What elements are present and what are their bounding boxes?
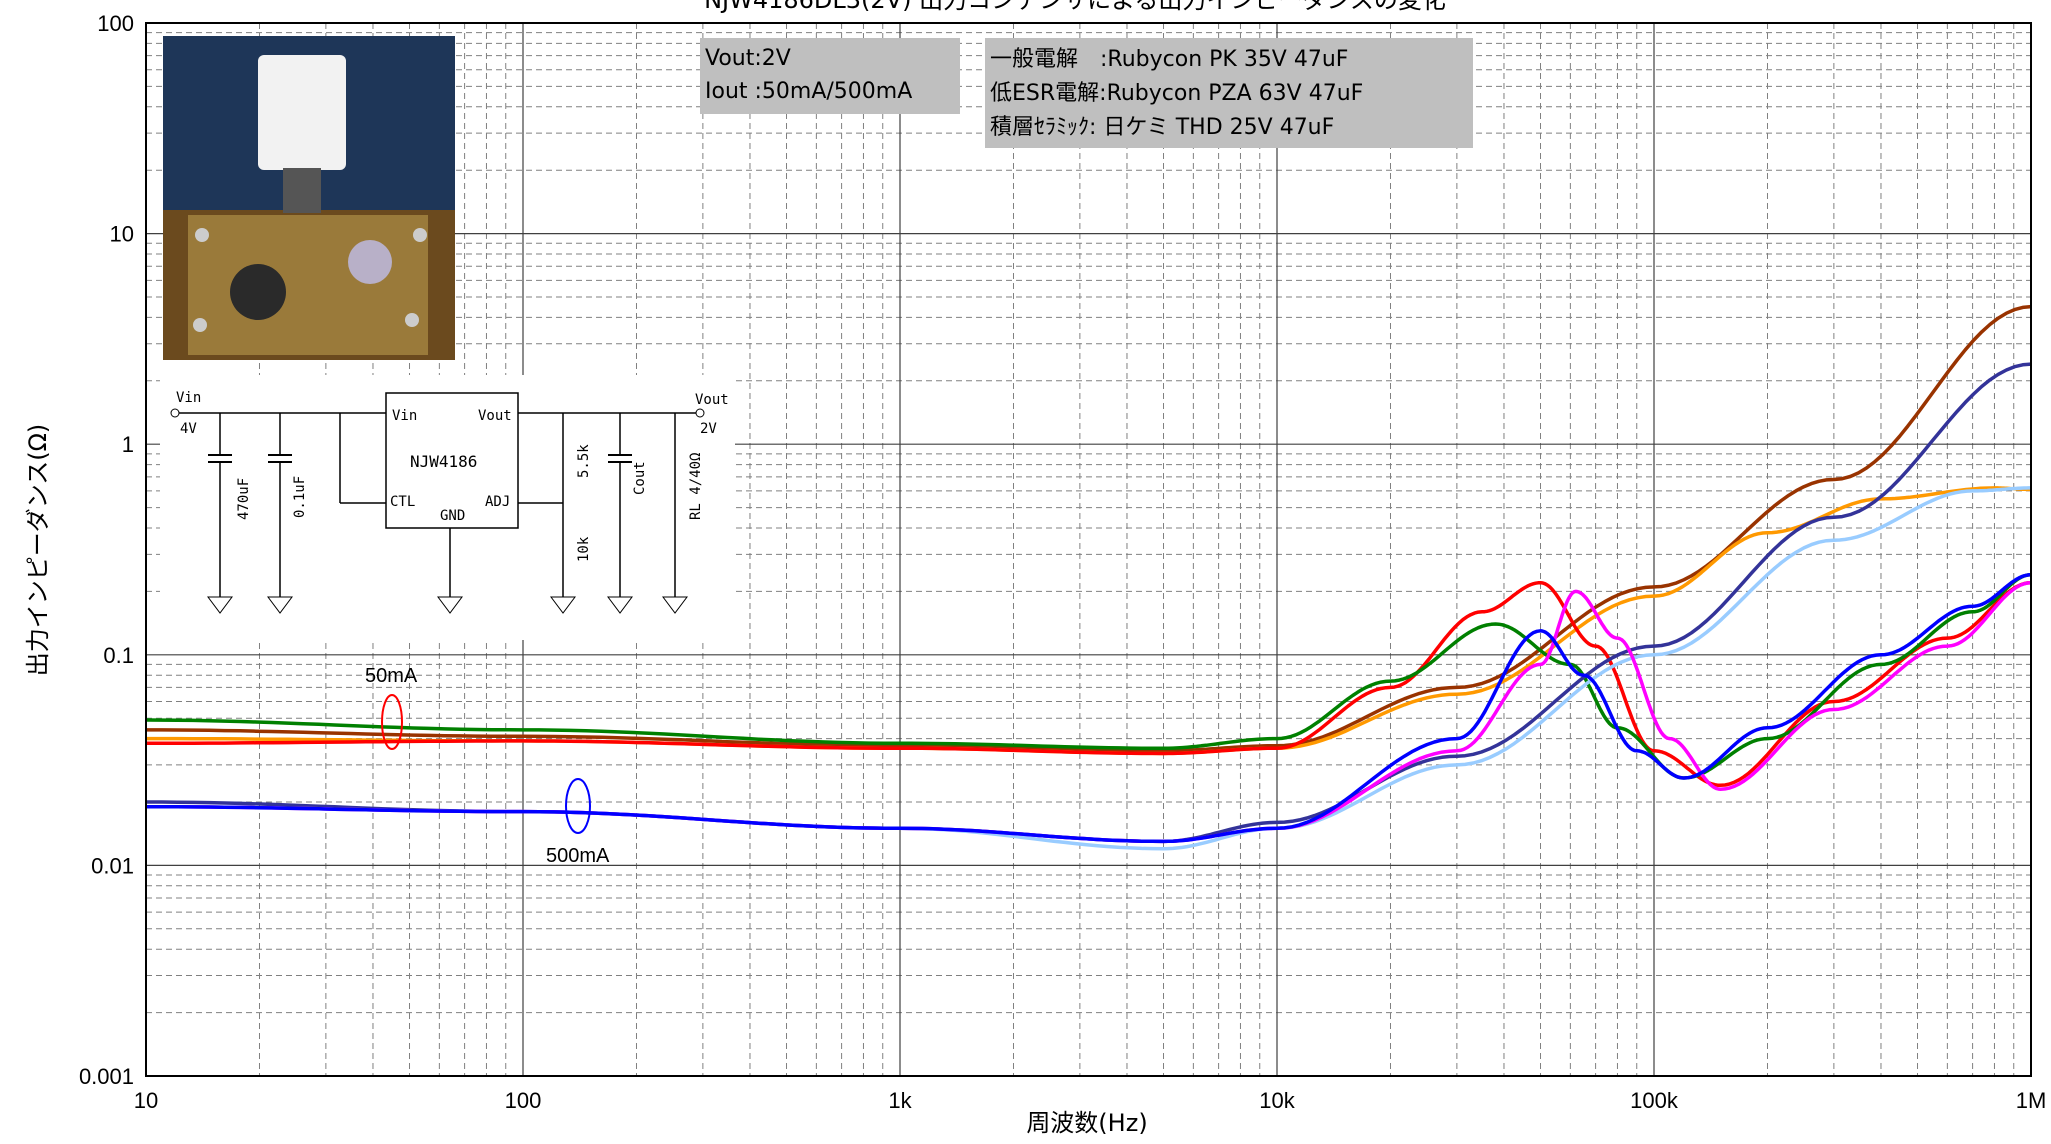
- svg-text:Cout: Cout: [632, 461, 648, 495]
- x-tick-label: 100: [505, 1088, 542, 1113]
- y-tick-label: 100: [97, 11, 134, 36]
- svg-text:10k: 10k: [576, 536, 592, 562]
- svg-text:NJW4186: NJW4186: [410, 452, 477, 471]
- svg-text:Vout: Vout: [695, 392, 729, 408]
- y-axis-title: 出力インピーダンス(Ω): [24, 424, 52, 677]
- series-line-8: [146, 572, 2032, 844]
- svg-text:CTL: CTL: [390, 494, 415, 510]
- plot-frame: [145, 22, 2032, 1077]
- capacitor-note: 一般電解 :Rubycon PK 35V 47uF 低ESR電解:Rubycon…: [985, 38, 1473, 148]
- series-line-3: [146, 580, 2032, 788]
- x-tick-label: 10: [134, 1088, 158, 1113]
- y-tick-label: 0.1: [103, 643, 134, 668]
- x-tick-label: 1k: [888, 1088, 912, 1113]
- y-tick-label: 0.001: [79, 1064, 134, 1089]
- svg-text:470uF: 470uF: [236, 478, 252, 520]
- y-tick-label: 1: [122, 432, 134, 457]
- y-tick-label: 0.01: [91, 853, 134, 878]
- series-line-1: [146, 304, 2032, 753]
- svg-text:Vout: Vout: [478, 408, 512, 424]
- svg-text:0.1uF: 0.1uF: [292, 476, 308, 518]
- note-vout: Vout:2V: [705, 46, 791, 71]
- label-500mA: 500mA: [546, 845, 610, 867]
- y-tick-label: 10: [110, 222, 134, 247]
- condition-note: Vout:2V Iout :50mA/500mA: [700, 38, 960, 114]
- svg-text:5.5k: 5.5k: [576, 444, 592, 478]
- svg-text:4V: 4V: [180, 421, 197, 437]
- svg-text:Vin: Vin: [176, 390, 201, 406]
- svg-text:2V: 2V: [700, 421, 717, 437]
- svg-text:ADJ: ADJ: [485, 494, 510, 510]
- series-line-4: [145, 572, 2032, 780]
- x-tick-label: 100k: [1630, 1088, 1679, 1113]
- note-cap-2: 低ESR電解:Rubycon PZA 63V 47uF: [990, 81, 1363, 106]
- tick-labels: 10 100 1k 10k 100k 1M 100 10 1 0.1 0.01 0.001: [79, 11, 2046, 1113]
- circuit-schematic: Vin 4V Vout 2V Vin Vout NJW4186 CTL ADJ …: [160, 375, 735, 640]
- grid: [145, 22, 2032, 1077]
- label-50mA: 50mA: [365, 665, 418, 687]
- svg-text:GND: GND: [440, 508, 465, 524]
- x-tick-label: 1M: [2016, 1088, 2047, 1113]
- chart-title: NJW4186DL3(2V) 出力コンデンサによる出力インピーダンスの変化: [704, 0, 1446, 14]
- board-photo: [163, 36, 455, 360]
- x-axis-title: 周波数(Hz): [1026, 1109, 1147, 1137]
- note-cap-1: 一般電解 :Rubycon PK 35V 47uF: [990, 47, 1348, 72]
- current-annotations: 50mA 500mA: [365, 665, 610, 867]
- svg-text:Vin: Vin: [392, 408, 417, 424]
- x-tick-label: 10k: [1259, 1088, 1295, 1113]
- note-iout: Iout :50mA/500mA: [705, 79, 912, 104]
- series-lines: [145, 304, 2032, 851]
- note-cap-3: 積層ｾﾗﾐｯｸ: 日ケミ THD 25V 47uF: [990, 115, 1334, 140]
- svg-text:RL 4/40Ω: RL 4/40Ω: [688, 453, 704, 520]
